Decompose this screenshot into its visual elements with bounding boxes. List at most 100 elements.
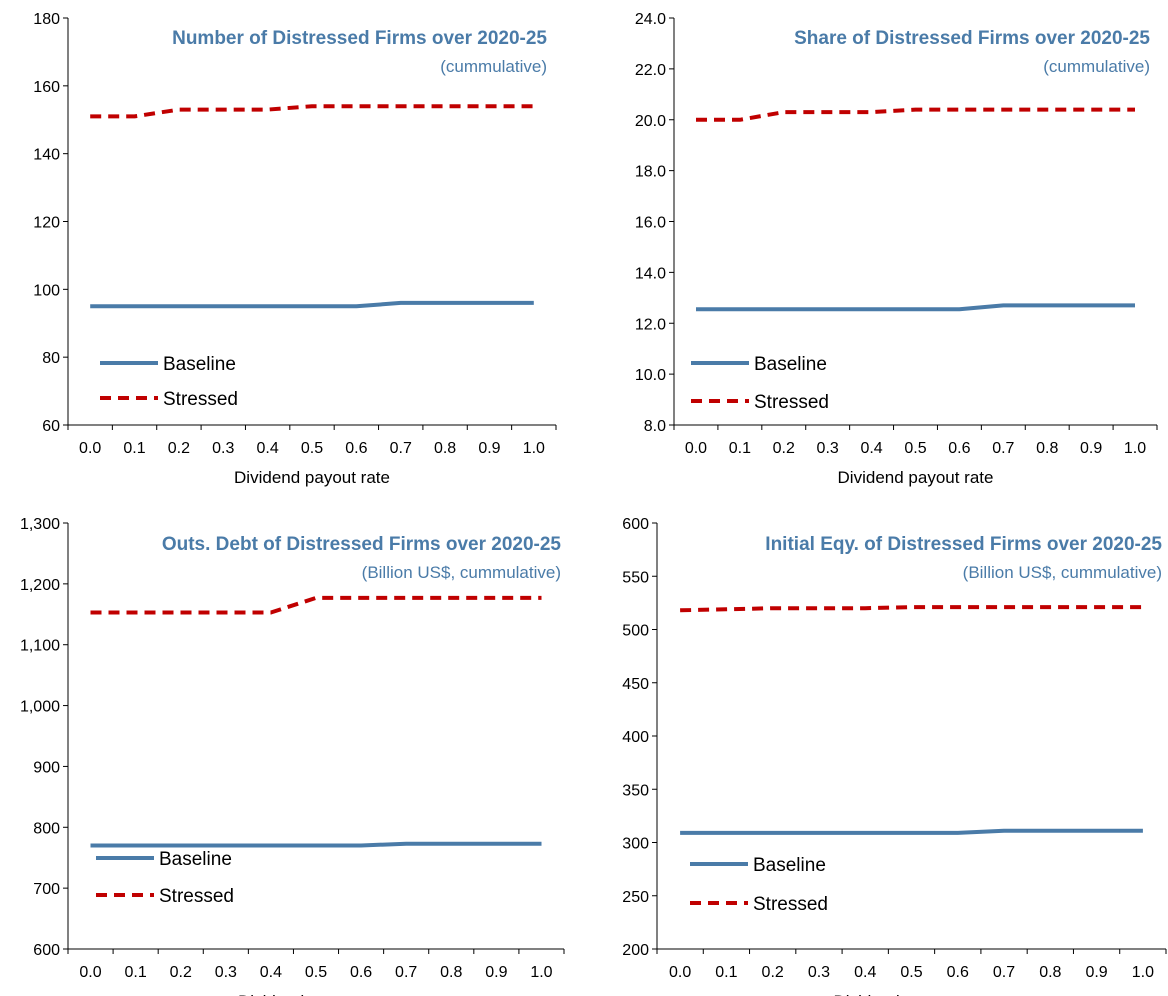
x-tick-label: 0.8 bbox=[434, 440, 456, 457]
x-axis-label: Dividend payout rate bbox=[234, 468, 390, 487]
y-tick-label: 550 bbox=[622, 569, 649, 586]
y-tick-label: 200 bbox=[622, 942, 649, 959]
y-tick-label: 60 bbox=[42, 418, 60, 435]
x-tick-label: 0.2 bbox=[170, 964, 192, 981]
x-axis-label: Dividend payout rate bbox=[834, 992, 990, 996]
x-tick-label: 0.0 bbox=[669, 964, 691, 981]
y-tick-label: 22.0 bbox=[635, 62, 666, 79]
x-tick-label: 0.5 bbox=[301, 440, 323, 457]
x-tick-label: 0.4 bbox=[860, 440, 882, 457]
x-tick-label: 1.0 bbox=[523, 440, 545, 457]
y-tick-label: 14.0 bbox=[635, 265, 666, 282]
x-tick-label: 0.9 bbox=[1085, 964, 1107, 981]
x-axis-label: Dividend payout rate bbox=[838, 468, 994, 487]
x-tick-label: 0.3 bbox=[215, 964, 237, 981]
y-tick-label: 20.0 bbox=[635, 113, 666, 130]
x-tick-label: 0.1 bbox=[715, 964, 737, 981]
chart-distressed-firms-count: 60 80 100 120 140 160 180 0.0 0.1 0.2 0.3 0.4 0.5 0.6… bbox=[33, 11, 557, 487]
series-line-stressed bbox=[680, 605, 1143, 613]
x-tick-label: 0.8 bbox=[1036, 440, 1058, 457]
x-tick-label: 0.6 bbox=[948, 440, 970, 457]
chart-outstanding-debt: 600 700 800 900 1,000 1,100 1,200 1,300 0.0 0.1 0.… bbox=[20, 516, 565, 996]
x-tick-label: 0.2 bbox=[168, 440, 190, 457]
y-tick-label: 80 bbox=[42, 350, 60, 367]
x-tick-label: 0.2 bbox=[762, 964, 784, 981]
y-tick-label: 8.0 bbox=[644, 418, 666, 435]
legend-label-baseline: Baseline bbox=[753, 855, 826, 876]
x-tick-label: 0.5 bbox=[305, 964, 327, 981]
y-tick-label: 1,100 bbox=[20, 638, 60, 655]
y-tick-label: 500 bbox=[622, 623, 649, 640]
y-tick-label: 1,300 bbox=[20, 516, 60, 533]
x-tick-label: 0.3 bbox=[212, 440, 234, 457]
x-tick-label: 0.1 bbox=[729, 440, 751, 457]
y-tick-label: 1,000 bbox=[20, 699, 60, 716]
x-tick-label: 1.0 bbox=[1124, 440, 1146, 457]
legend-label-baseline: Baseline bbox=[754, 354, 827, 375]
y-tick-label: 24.0 bbox=[635, 11, 666, 28]
y-tick-label: 12.0 bbox=[635, 316, 666, 333]
x-axis-label: Dividend payout rate bbox=[238, 992, 394, 996]
chart-subtitle: (Billion US$, cummulative) bbox=[362, 563, 561, 582]
y-tick-label: 10.0 bbox=[635, 367, 666, 384]
x-tick-label: 0.2 bbox=[773, 440, 795, 457]
y-tick-label: 700 bbox=[33, 881, 60, 898]
y-tick-label: 400 bbox=[622, 729, 649, 746]
x-tick-label: 0.8 bbox=[440, 964, 462, 981]
series-line-stressed bbox=[696, 107, 1135, 122]
x-tick-label: 0.7 bbox=[993, 964, 1015, 981]
x-tick-label: 0.9 bbox=[485, 964, 507, 981]
y-tick-label: 1,200 bbox=[20, 577, 60, 594]
chart-title: Number of Distressed Firms over 2020-25 bbox=[172, 28, 547, 49]
chart-title: Outs. Debt of Distressed Firms over 2020… bbox=[162, 534, 562, 555]
chart-subtitle: (cummulative) bbox=[1043, 57, 1150, 76]
y-tick-label: 100 bbox=[33, 282, 60, 299]
y-tick-label: 180 bbox=[33, 11, 60, 28]
x-tick-label: 0.5 bbox=[900, 964, 922, 981]
chart-title: Initial Eqy. of Distressed Firms over 20… bbox=[765, 534, 1162, 555]
chart-initial-equity: 200 250 300 350 400 450 500 550 600 0.0 0.1 0.2 0.3 0… bbox=[622, 516, 1167, 996]
x-tick-label: 0.1 bbox=[125, 964, 147, 981]
x-tick-label: 0.3 bbox=[817, 440, 839, 457]
y-tick-label: 800 bbox=[33, 820, 60, 837]
x-tick-label: 0.7 bbox=[992, 440, 1014, 457]
series-line-baseline bbox=[680, 828, 1143, 835]
x-tick-label: 0.4 bbox=[854, 964, 876, 981]
y-tick-label: 160 bbox=[33, 79, 60, 96]
y-tick-label: 16.0 bbox=[635, 215, 666, 232]
x-tick-label: 1.0 bbox=[1132, 964, 1154, 981]
x-tick-label: 0.6 bbox=[947, 964, 969, 981]
legend-label-stressed: Stressed bbox=[753, 894, 828, 915]
legend-label-stressed: Stressed bbox=[163, 389, 238, 410]
x-tick-label: 0.7 bbox=[390, 440, 412, 457]
x-tick-label: 0.0 bbox=[79, 964, 101, 981]
x-tick-label: 0.4 bbox=[257, 440, 279, 457]
x-tick-label: 0.4 bbox=[260, 964, 282, 981]
legend-label-baseline: Baseline bbox=[159, 849, 232, 870]
legend-label-stressed: Stressed bbox=[159, 886, 234, 907]
y-tick-label: 18.0 bbox=[635, 164, 666, 181]
y-tick-label: 450 bbox=[622, 676, 649, 693]
y-tick-label: 350 bbox=[622, 782, 649, 799]
x-tick-label: 0.0 bbox=[685, 440, 707, 457]
y-tick-label: 600 bbox=[622, 516, 649, 533]
chart-subtitle: (cummulative) bbox=[440, 57, 547, 76]
series-line-baseline bbox=[696, 303, 1135, 312]
y-tick-label: 600 bbox=[33, 942, 60, 959]
x-tick-label: 1.0 bbox=[530, 964, 552, 981]
y-tick-label: 900 bbox=[33, 759, 60, 776]
x-tick-label: 0.7 bbox=[395, 964, 417, 981]
chart-distressed-firms-share: 8.0 10.0 12.0 14.0 16.0 18.0 20.0 22.0 24.0 0.0 0.… bbox=[635, 11, 1158, 487]
series-line-baseline bbox=[90, 300, 534, 309]
series-line-stressed bbox=[90, 595, 542, 615]
x-tick-label: 0.6 bbox=[345, 440, 367, 457]
chart-title: Share of Distressed Firms over 2020-25 bbox=[794, 28, 1150, 49]
x-tick-label: 0.5 bbox=[904, 440, 926, 457]
x-tick-label: 0.3 bbox=[808, 964, 830, 981]
x-tick-label: 0.8 bbox=[1039, 964, 1061, 981]
series-line-stressed bbox=[90, 104, 534, 119]
y-tick-label: 250 bbox=[622, 889, 649, 906]
x-tick-label: 0.9 bbox=[478, 440, 500, 457]
chart-subtitle: (Billion US$, cummulative) bbox=[963, 563, 1162, 582]
